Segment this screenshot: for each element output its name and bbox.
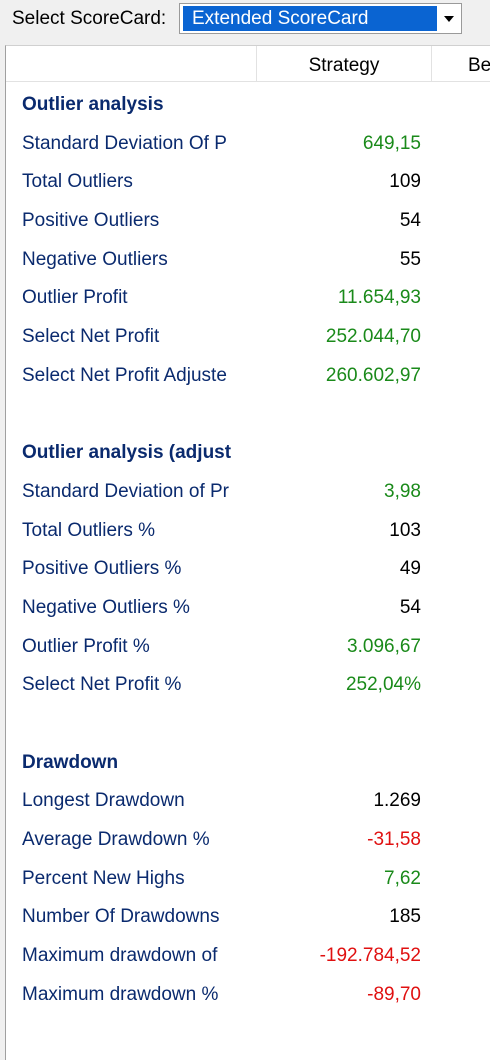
metric-label: Maximum drawdown %	[22, 983, 219, 1005]
strategy-value: 103	[389, 519, 421, 541]
metric-label: Number Of Drawdowns	[22, 906, 220, 928]
metric-label: Standard Deviation Of P	[22, 132, 227, 154]
metric-label: Negative Outliers %	[22, 596, 190, 618]
table-row[interactable]: Percent New Highs 7,62	[6, 860, 490, 899]
metric-label: Outlier Profit	[22, 287, 128, 309]
strategy-value: 3,98	[384, 480, 421, 502]
metric-label: Outlier Profit %	[22, 635, 150, 657]
section-title: Outlier analysis	[22, 94, 164, 115]
header-strategy-column[interactable]: Strategy	[257, 46, 432, 81]
metric-label: Select Net Profit %	[22, 674, 182, 696]
table-row[interactable]: Maximum drawdown % -89,70	[6, 976, 490, 1015]
metric-label: Select Net Profit Adjuste	[22, 364, 227, 386]
scorecard-dropdown[interactable]: Extended ScoreCard	[179, 3, 462, 34]
strategy-value: 252,04%	[345, 674, 421, 696]
strategy-value: 54	[399, 596, 421, 618]
table-row[interactable]: Negative Outliers % 54	[6, 589, 490, 628]
table-row[interactable]: Standard Deviation of Pr 3,98	[6, 473, 490, 512]
strategy-value: 11.654,93	[337, 287, 421, 309]
metric-label: Average Drawdown %	[22, 829, 210, 851]
section-header[interactable]: Outlier analysis	[6, 86, 490, 125]
metric-label: Negative Outliers	[22, 248, 168, 270]
table-row[interactable]: Positive Outliers % 49	[6, 550, 490, 589]
strategy-value: 49	[399, 558, 421, 580]
metric-label: Total Outliers	[22, 171, 133, 193]
table-row[interactable]: Total Outliers % 103	[6, 512, 490, 551]
table-row[interactable]: Longest Drawdown 1.269	[6, 782, 490, 821]
strategy-value: 109	[389, 171, 421, 193]
table-row[interactable]: Average Drawdown % -31,58	[6, 821, 490, 860]
chevron-down-icon[interactable]	[437, 4, 461, 33]
table-row[interactable]: Outlier Profit 11.654,93	[6, 279, 490, 318]
strategy-value: 3.096,67	[347, 635, 421, 657]
metric-label: Standard Deviation of Pr	[22, 480, 230, 502]
strategy-value: -89,70	[367, 983, 421, 1005]
metric-label: Positive Outliers	[22, 210, 160, 232]
metric-label: Percent New Highs	[22, 867, 185, 889]
header-benchmark-column[interactable]: Be	[468, 55, 490, 76]
table-row[interactable]: Select Net Profit Adjuste 260.602,97	[6, 357, 490, 396]
section-header[interactable]: Outlier analysis (adjust	[6, 434, 490, 473]
metric-label: Select Net Profit	[22, 326, 160, 348]
section-spacer	[6, 705, 490, 744]
strategy-value: -192.784,52	[319, 945, 421, 967]
strategy-value: 649,15	[362, 132, 421, 154]
table-row[interactable]: Positive Outliers 54	[6, 202, 490, 241]
strategy-value: 252.044,70	[325, 326, 421, 348]
scorecard-dropdown-value[interactable]: Extended ScoreCard	[183, 6, 437, 31]
strategy-value: 55	[399, 248, 421, 270]
strategy-value: -31,58	[367, 829, 421, 851]
section-title: Outlier analysis (adjust	[22, 442, 232, 464]
table-row[interactable]: Total Outliers 109	[6, 163, 490, 202]
strategy-value: 185	[389, 906, 421, 928]
header-metric-column[interactable]	[6, 46, 257, 81]
scorecard-toolbar: Select ScoreCard: Extended ScoreCard	[0, 0, 490, 40]
section-title: Drawdown	[22, 751, 119, 773]
strategy-value: 54	[399, 210, 421, 232]
strategy-value: 260.602,97	[325, 364, 421, 386]
metric-label: Positive Outliers %	[22, 558, 182, 580]
metric-label: Longest Drawdown	[22, 790, 185, 812]
strategy-value: 1.269	[373, 790, 421, 812]
table-row[interactable]: Outlier Profit % 3.096,67	[6, 628, 490, 667]
grid-header: Strategy Be	[6, 46, 490, 82]
section-header[interactable]: Drawdown	[6, 744, 490, 783]
metric-label: Maximum drawdown of	[22, 945, 218, 967]
table-row[interactable]: Standard Deviation Of P 649,15	[6, 125, 490, 164]
section-spacer	[6, 396, 490, 435]
table-row[interactable]: Maximum drawdown of -192.784,52	[6, 937, 490, 976]
strategy-value: 7,62	[384, 867, 421, 889]
grid-body: Outlier analysis Standard Deviation Of P 6…	[6, 86, 490, 1015]
table-row[interactable]: Select Net Profit % 252,04%	[6, 666, 490, 705]
metric-label: Total Outliers %	[22, 519, 156, 541]
table-row[interactable]: Number Of Drawdowns 185	[6, 898, 490, 937]
scorecard-select-label: Select ScoreCard:	[12, 8, 167, 29]
table-row[interactable]: Negative Outliers 55	[6, 241, 490, 280]
scorecard-grid: Strategy Be Outlier analysis Standard Dev…	[5, 45, 490, 1060]
table-row[interactable]: Select Net Profit 252.044,70	[6, 318, 490, 357]
